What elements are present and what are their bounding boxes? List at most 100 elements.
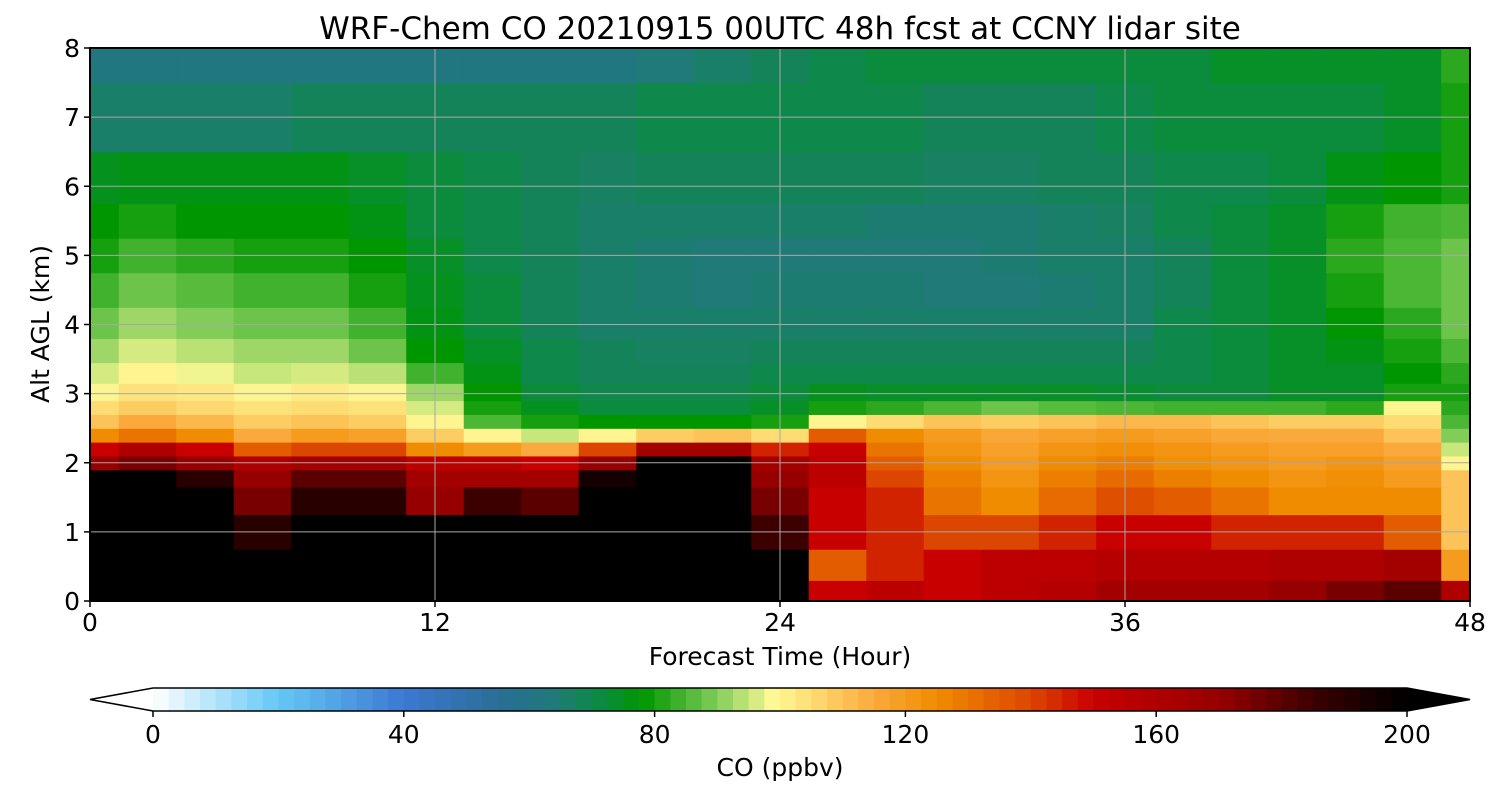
heatmap-cell bbox=[693, 362, 752, 384]
colorbar-band bbox=[1030, 688, 1047, 711]
heatmap-cell bbox=[176, 486, 235, 516]
heatmap-cell bbox=[463, 272, 522, 308]
colorbar-band bbox=[372, 688, 389, 711]
heatmap-cell bbox=[348, 151, 407, 205]
heatmap-cell bbox=[463, 203, 522, 239]
heatmap-cell bbox=[923, 580, 982, 602]
heatmap-cell bbox=[463, 442, 522, 457]
heatmap-cell bbox=[1268, 428, 1327, 443]
heatmap-cell bbox=[693, 549, 752, 581]
heatmap-cell bbox=[1326, 151, 1385, 205]
colorbar-tick-label: 40 bbox=[388, 720, 420, 749]
colorbar-band bbox=[968, 688, 985, 711]
heatmap-cell bbox=[1326, 48, 1385, 84]
colorbar-band bbox=[247, 688, 264, 711]
colorbar-band bbox=[1171, 688, 1189, 711]
heatmap-cell bbox=[521, 486, 580, 516]
colorbar-band bbox=[842, 688, 859, 711]
heatmap-cell bbox=[1441, 580, 1471, 602]
colorbar-band bbox=[419, 688, 436, 711]
heatmap-cell bbox=[1211, 414, 1270, 429]
heatmap-cell bbox=[90, 151, 120, 205]
heatmap-cell bbox=[1153, 362, 1212, 384]
heatmap-cell bbox=[176, 307, 235, 339]
heatmap-cell bbox=[578, 549, 637, 581]
heatmap-cell bbox=[923, 428, 982, 443]
heatmap-cell bbox=[463, 151, 522, 205]
heatmap-cell bbox=[578, 428, 637, 443]
heatmap-cell bbox=[1326, 486, 1385, 516]
colorbar-tick-label: 0 bbox=[145, 720, 161, 749]
heatmap-cell bbox=[176, 428, 235, 443]
heatmap-cell bbox=[233, 272, 292, 308]
heatmap-cell bbox=[866, 338, 925, 364]
heatmap-cell bbox=[1268, 151, 1327, 205]
y-tick-label: 2 bbox=[64, 449, 80, 478]
heatmap-cell bbox=[176, 580, 235, 602]
heatmap-cell bbox=[693, 383, 752, 402]
heatmap-cell bbox=[1383, 469, 1442, 488]
heatmap-cell bbox=[1038, 580, 1097, 602]
heatmap-cell bbox=[578, 469, 637, 488]
heatmap-cell bbox=[1153, 203, 1212, 239]
x-axis-ticks: 0 12 24 36 48 bbox=[82, 601, 1486, 637]
heatmap-cell bbox=[1153, 400, 1212, 415]
heatmap-cell bbox=[578, 442, 637, 457]
heatmap-cell bbox=[1326, 383, 1385, 402]
heatmap-cell bbox=[1383, 307, 1442, 339]
heatmap-cell bbox=[923, 383, 982, 402]
heatmap-cell bbox=[981, 203, 1040, 239]
heatmap-cell bbox=[866, 272, 925, 308]
heatmap-cell bbox=[808, 400, 867, 415]
heatmap-cell bbox=[636, 428, 695, 443]
colorbar-band bbox=[764, 688, 781, 711]
heatmap-cell bbox=[636, 442, 695, 457]
heatmap-cell bbox=[866, 469, 925, 488]
colorbar-band bbox=[294, 688, 311, 711]
heatmap-cell bbox=[1268, 48, 1327, 84]
heatmap-cell bbox=[981, 151, 1040, 205]
heatmap-cell bbox=[1038, 48, 1097, 84]
heatmap-cell bbox=[866, 362, 925, 384]
heatmap-cell bbox=[981, 383, 1040, 402]
colorbar-band bbox=[560, 688, 577, 711]
heatmap-cell bbox=[693, 151, 752, 205]
heatmap-cell bbox=[463, 428, 522, 443]
colorbar-band bbox=[513, 688, 530, 711]
x-tick-label: 36 bbox=[1109, 608, 1141, 637]
heatmap-cell bbox=[1153, 580, 1212, 602]
heatmap-cell bbox=[1211, 400, 1270, 415]
colorbar-band bbox=[403, 688, 420, 711]
colorbar-band bbox=[168, 688, 185, 711]
y-tick-label: 5 bbox=[64, 241, 80, 270]
heatmap-cell bbox=[348, 580, 407, 602]
heatmap-cell bbox=[808, 362, 867, 384]
heatmap-cell bbox=[233, 414, 292, 429]
colorbar-band bbox=[1359, 688, 1377, 711]
colorbar-band bbox=[983, 688, 1000, 711]
heatmap-cell bbox=[1038, 414, 1097, 429]
heatmap-cell bbox=[348, 272, 407, 308]
heatmap-cell bbox=[1383, 272, 1442, 308]
heatmap-cell bbox=[291, 549, 350, 581]
heatmap-cell bbox=[981, 307, 1040, 339]
y-tick-label: 7 bbox=[64, 103, 80, 132]
heatmap-cell bbox=[1383, 400, 1442, 415]
heatmap-cell bbox=[90, 203, 120, 239]
heatmap-cell bbox=[521, 414, 580, 429]
heatmap-cell bbox=[233, 151, 292, 205]
heatmap-cell bbox=[808, 549, 867, 581]
heatmap-cell bbox=[578, 414, 637, 429]
heatmap-cell bbox=[233, 580, 292, 602]
heatmap-cell bbox=[521, 383, 580, 402]
heatmap-cell bbox=[233, 48, 292, 84]
colorbar-band bbox=[1265, 688, 1283, 711]
heatmap-cell bbox=[636, 362, 695, 384]
x-tick-label: 48 bbox=[1454, 608, 1486, 637]
heatmap-cell bbox=[578, 383, 637, 402]
colorbar-band bbox=[1375, 688, 1392, 711]
colorbar-band bbox=[858, 688, 875, 711]
heatmap-cell bbox=[1326, 414, 1385, 429]
heatmap-cell bbox=[1268, 469, 1327, 488]
heatmap-cell bbox=[1441, 307, 1471, 339]
